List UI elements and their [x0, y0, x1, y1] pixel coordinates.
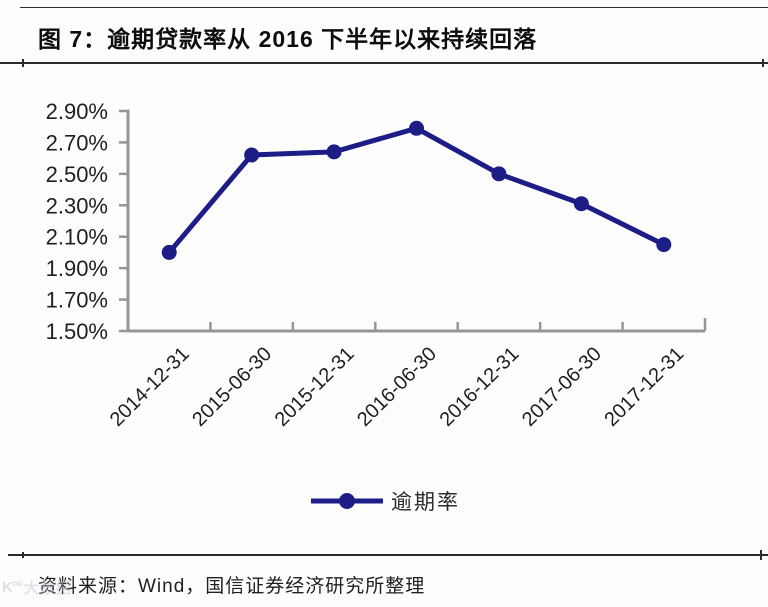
- top-rule: [20, 7, 768, 8]
- figure-title: 图 7：逾期贷款率从 2016 下半年以来持续回落: [38, 26, 538, 52]
- y-axis-tick-label: 2.50%: [46, 162, 108, 187]
- x-axis-tick-label: 2017-12-31: [600, 343, 688, 431]
- watermark-logo-icon: K°°: [2, 579, 23, 596]
- y-axis-tick-label: 1.50%: [46, 319, 108, 344]
- x-axis-tick-label: 2016-12-31: [436, 343, 524, 431]
- x-axis-tick-label: 2015-12-31: [271, 343, 359, 431]
- y-axis-tick-label: 1.90%: [46, 256, 108, 281]
- series-line: [166, 125, 667, 255]
- y-axis-tick-label: 2.70%: [46, 130, 108, 155]
- x-axis-tick-label: 2017-06-30: [518, 343, 606, 431]
- line-chart: 2.90% 2.70% 2.50% 2.30% 2.10% 1.90% 1.70% 1.50%…: [46, 99, 707, 431]
- legend-label: 逾期率: [391, 491, 460, 514]
- y-axis-tick-label: 2.10%: [46, 225, 108, 250]
- data-point-marker: [573, 196, 589, 212]
- y-axis-tick-label: 2.30%: [46, 193, 108, 218]
- data-point-marker: [491, 166, 507, 182]
- x-axis-tick-label: 2014-12-31: [106, 343, 194, 431]
- legend-line-marker-icon: [311, 493, 383, 509]
- y-axis-tick-label: 2.90%: [46, 99, 108, 124]
- data-point-marker: [326, 144, 342, 160]
- chart-legend: 逾期率: [0, 488, 768, 514]
- data-point-marker: [409, 120, 424, 136]
- x-axis-tick-label: 2016-06-30: [353, 343, 441, 431]
- x-axis-tick-label: 2015-06-30: [188, 343, 276, 431]
- data-point-marker: [161, 244, 177, 260]
- title-divider: [0, 59, 768, 67]
- y-axis-tick-label: 1.70%: [46, 288, 108, 313]
- bottom-divider: [8, 550, 768, 560]
- data-point-marker: [656, 237, 672, 253]
- source-note: 资料来源：Wind，国信证券经济研究所整理: [38, 576, 426, 597]
- data-point-marker: [244, 147, 260, 163]
